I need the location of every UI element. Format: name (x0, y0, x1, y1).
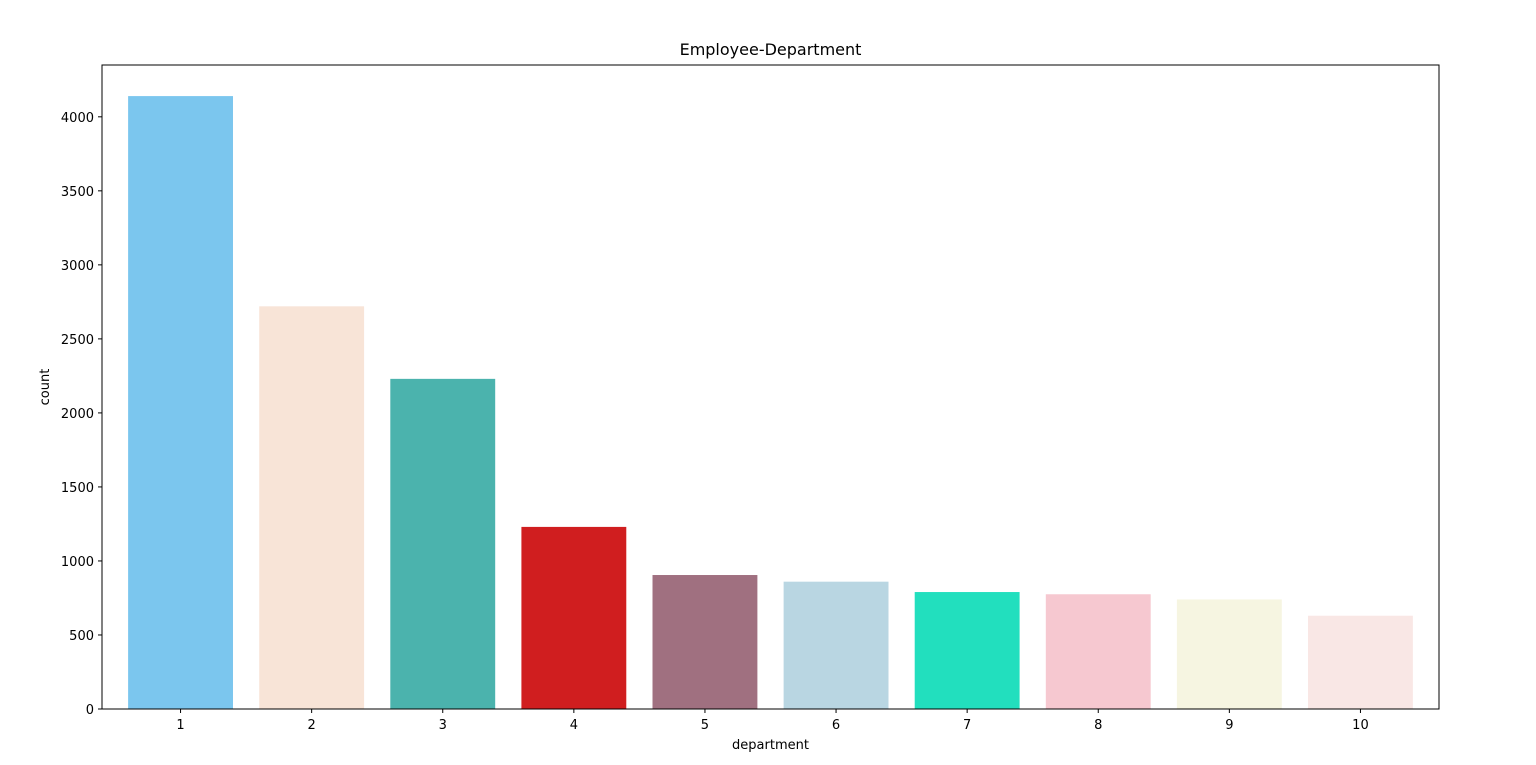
x-tick-label: 8 (1094, 718, 1102, 733)
x-tick-label: 6 (832, 718, 840, 733)
plot-frame (101, 64, 1440, 710)
x-tick-label: 3 (439, 718, 447, 733)
bar-department-1 (128, 96, 233, 709)
y-tick-label: 1000 (61, 555, 94, 570)
bars-group (128, 96, 1413, 709)
x-tick-label: 1 (176, 718, 184, 733)
x-tick-label: 9 (1225, 718, 1233, 733)
x-tick-label: 10 (1352, 718, 1369, 733)
bar-department-2 (259, 306, 365, 709)
bar-department-6 (783, 581, 889, 709)
bar-department-10 (1308, 615, 1413, 709)
chart-title: Employee-Department (680, 40, 862, 59)
y-tick-label: 2000 (61, 407, 94, 422)
y-tick-label: 3500 (61, 185, 94, 200)
y-axis-title: count (38, 369, 53, 406)
x-axis: 1 2 3 4 5 6 7 8 9 10 (176, 709, 1369, 733)
y-tick-label: 3000 (61, 259, 94, 274)
bar-department-8 (1045, 594, 1151, 709)
bar-department-7 (914, 592, 1020, 709)
bar-department-5 (652, 575, 758, 709)
x-tick-label: 5 (701, 718, 709, 733)
bar-department-9 (1176, 599, 1282, 709)
y-tick-label: 4000 (61, 111, 94, 126)
y-tick-label: 2500 (61, 333, 94, 348)
y-tick-label: 500 (69, 629, 94, 644)
x-axis-title: department (732, 738, 809, 753)
x-tick-label: 4 (570, 718, 578, 733)
x-tick-label: 2 (308, 718, 316, 733)
y-axis: 0 500 1000 1500 2000 2500 3000 3500 4000 (61, 111, 102, 718)
y-tick-label: 0 (86, 703, 94, 718)
bar-department-3 (390, 378, 496, 709)
x-tick-label: 7 (963, 718, 971, 733)
bar-department-4 (521, 526, 627, 709)
y-tick-label: 1500 (61, 481, 94, 496)
